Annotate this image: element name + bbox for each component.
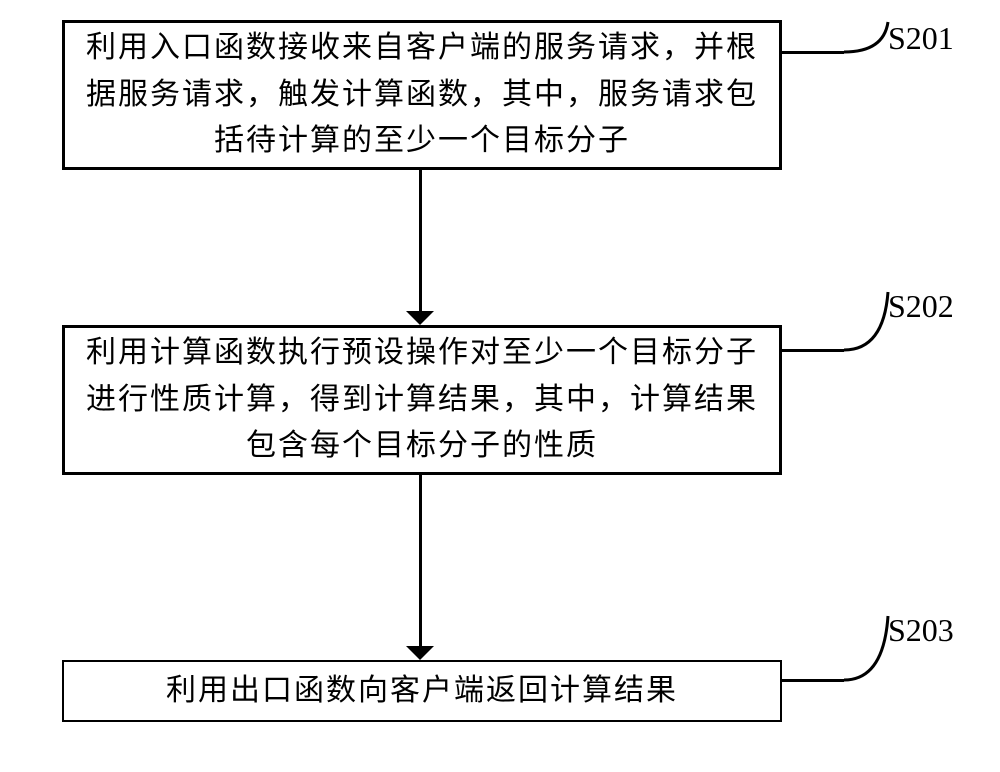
callout-3-line bbox=[782, 679, 844, 682]
flowchart-canvas: 利用入口函数接收来自客户端的服务请求，并根据服务请求，触发计算函数，其中，服务请… bbox=[0, 0, 1000, 772]
edge-1 bbox=[419, 170, 422, 311]
flow-node-1-text: 利用入口函数接收来自客户端的服务请求，并根据服务请求，触发计算函数，其中，服务请… bbox=[85, 25, 759, 165]
step-label-2: S202 bbox=[888, 288, 954, 325]
edge-2 bbox=[419, 475, 422, 646]
callout-2-curve bbox=[841, 289, 891, 353]
step-label-1: S201 bbox=[888, 20, 954, 57]
flow-node-2-text: 利用计算函数执行预设操作对至少一个目标分子进行性质计算，得到计算结果，其中，计算… bbox=[85, 330, 759, 470]
flow-node-2: 利用计算函数执行预设操作对至少一个目标分子进行性质计算，得到计算结果，其中，计算… bbox=[62, 325, 782, 475]
step-label-3: S203 bbox=[888, 612, 954, 649]
callout-1-line bbox=[782, 51, 844, 54]
edge-1-arrow-icon bbox=[406, 311, 434, 325]
edge-2-arrow-icon bbox=[406, 646, 434, 660]
flow-node-3-text: 利用出口函数向客户端返回计算结果 bbox=[166, 668, 678, 715]
callout-2-line bbox=[782, 349, 844, 352]
callout-1-curve bbox=[841, 19, 891, 55]
flow-node-3: 利用出口函数向客户端返回计算结果 bbox=[62, 660, 782, 722]
flow-node-1: 利用入口函数接收来自客户端的服务请求，并根据服务请求，触发计算函数，其中，服务请… bbox=[62, 20, 782, 170]
callout-3-curve bbox=[841, 613, 891, 683]
